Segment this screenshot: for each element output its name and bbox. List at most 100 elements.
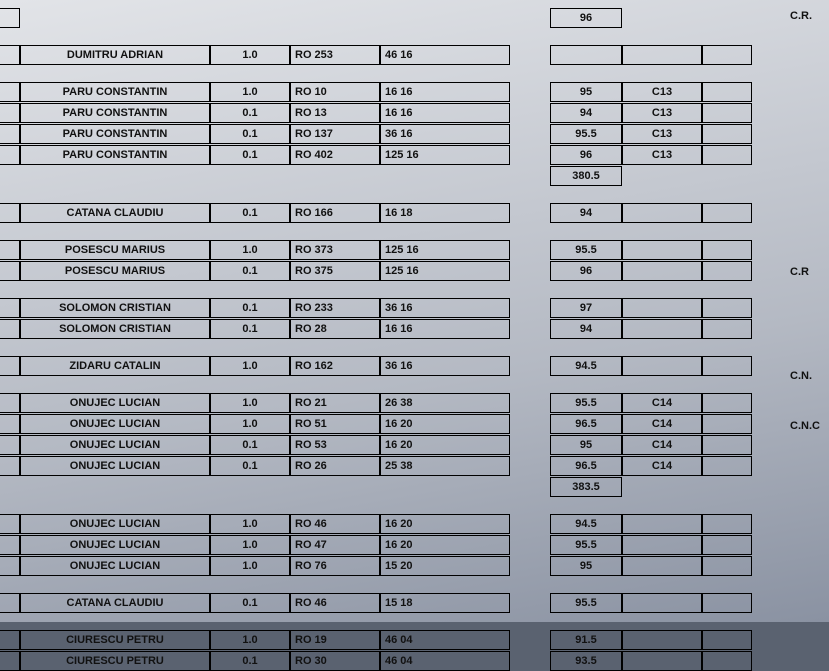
- code-cell: RO 46: [290, 593, 380, 613]
- row-stub: [0, 240, 20, 260]
- value-cell: 1.0: [210, 82, 290, 102]
- person-name: PARU CONSTANTIN: [20, 124, 210, 144]
- row-stub: [0, 456, 20, 476]
- extra-cell: [702, 240, 752, 260]
- category-cell: [622, 298, 702, 318]
- category-cell: [622, 556, 702, 576]
- code-cell: RO 10: [290, 82, 380, 102]
- score-cell: 97: [550, 298, 622, 318]
- extra-cell: [702, 514, 752, 534]
- extra-cell: [702, 203, 752, 223]
- score-cell: 94: [550, 319, 622, 339]
- category-cell: [622, 45, 702, 65]
- row-stub: [0, 356, 20, 376]
- value-cell: 1.0: [210, 240, 290, 260]
- category-cell: [622, 261, 702, 281]
- row-stub: [0, 435, 20, 455]
- table-row: ONUJEC LUCIAN1.0RO 4616 2094.5: [0, 514, 829, 534]
- extra-cell: [702, 630, 752, 650]
- ring-cell: 16 20: [380, 535, 510, 555]
- extra-cell: [702, 145, 752, 165]
- category-cell: C13: [622, 103, 702, 123]
- category-cell: [622, 630, 702, 650]
- ring-cell: 16 20: [380, 514, 510, 534]
- score-cell: 96: [550, 261, 622, 281]
- row-stub: [0, 514, 20, 534]
- person-name: ZIDARU CATALIN: [20, 356, 210, 376]
- value-cell: 0.1: [210, 103, 290, 123]
- score-cell: 91.5: [550, 630, 622, 650]
- ring-cell: 15 20: [380, 556, 510, 576]
- row-stub: [0, 414, 20, 434]
- category-cell: [622, 593, 702, 613]
- ring-cell: 15 18: [380, 593, 510, 613]
- ring-cell: 26 38: [380, 393, 510, 413]
- side-label: C.N.C: [790, 420, 820, 432]
- extra-cell: [702, 82, 752, 102]
- row-stub: [0, 651, 20, 671]
- value-cell: 1.0: [210, 45, 290, 65]
- ring-cell: 125 16: [380, 240, 510, 260]
- extra-cell: [702, 124, 752, 144]
- score-cell: 95.5: [550, 124, 622, 144]
- value-cell: 0.1: [210, 456, 290, 476]
- score-cell: 95: [550, 556, 622, 576]
- score-cell: 95.5: [550, 393, 622, 413]
- person-name: ONUJEC LUCIAN: [20, 535, 210, 555]
- ring-cell: 25 38: [380, 456, 510, 476]
- ring-cell: 36 16: [380, 298, 510, 318]
- blank: [210, 8, 290, 28]
- value-cell: 0.1: [210, 298, 290, 318]
- person-name: CATANA CLAUDIU: [20, 203, 210, 223]
- blank: [702, 8, 752, 28]
- ring-cell: 46 04: [380, 651, 510, 671]
- score-cell: [550, 45, 622, 65]
- ring-cell: 36 16: [380, 124, 510, 144]
- person-name: CIURESCU PETRU: [20, 651, 210, 671]
- value-cell: 1.0: [210, 393, 290, 413]
- person-name: ONUJEC LUCIAN: [20, 556, 210, 576]
- ring-cell: 125 16: [380, 261, 510, 281]
- row-stub: [0, 630, 20, 650]
- extra-cell: [702, 456, 752, 476]
- value-cell: 1.0: [210, 356, 290, 376]
- extra-cell: [702, 593, 752, 613]
- table-row: PARU CONSTANTIN0.1RO 402125 1696C13: [0, 145, 829, 165]
- extra-cell: [702, 298, 752, 318]
- row-stub: [0, 298, 20, 318]
- person-name: ONUJEC LUCIAN: [20, 456, 210, 476]
- value-cell: 0.1: [210, 124, 290, 144]
- row-stub: [0, 45, 20, 65]
- category-cell: [622, 203, 702, 223]
- score-cell: 96: [550, 145, 622, 165]
- category-cell: C13: [622, 82, 702, 102]
- category-cell: C14: [622, 456, 702, 476]
- value-cell: 0.1: [210, 651, 290, 671]
- value-cell: 0.1: [210, 435, 290, 455]
- score-cell: 93.5: [550, 651, 622, 671]
- extra-cell: [702, 261, 752, 281]
- score-cell: 96.5: [550, 456, 622, 476]
- row-stub: [0, 103, 20, 123]
- code-cell: RO 137: [290, 124, 380, 144]
- table-row: DUMITRU ADRIAN1.0RO 25346 16: [0, 45, 829, 65]
- extra-cell: [702, 435, 752, 455]
- extra-cell: [702, 651, 752, 671]
- table-row: ONUJEC LUCIAN1.0RO 7615 2095: [0, 556, 829, 576]
- extra-cell: [702, 45, 752, 65]
- category-cell: [622, 356, 702, 376]
- row-stub: [0, 261, 20, 281]
- category-cell: [622, 535, 702, 555]
- code-cell: RO 26: [290, 456, 380, 476]
- code-cell: RO 21: [290, 393, 380, 413]
- blank: [290, 8, 380, 28]
- code-cell: RO 166: [290, 203, 380, 223]
- code-cell: RO 13: [290, 103, 380, 123]
- row-stub: [0, 556, 20, 576]
- value-cell: 1.0: [210, 414, 290, 434]
- category-cell: C13: [622, 124, 702, 144]
- code-cell: RO 51: [290, 414, 380, 434]
- total-cell: 380.5: [550, 166, 622, 186]
- table-row: POSESCU MARIUS1.0RO 373125 1695.5: [0, 240, 829, 260]
- row-stub: [0, 593, 20, 613]
